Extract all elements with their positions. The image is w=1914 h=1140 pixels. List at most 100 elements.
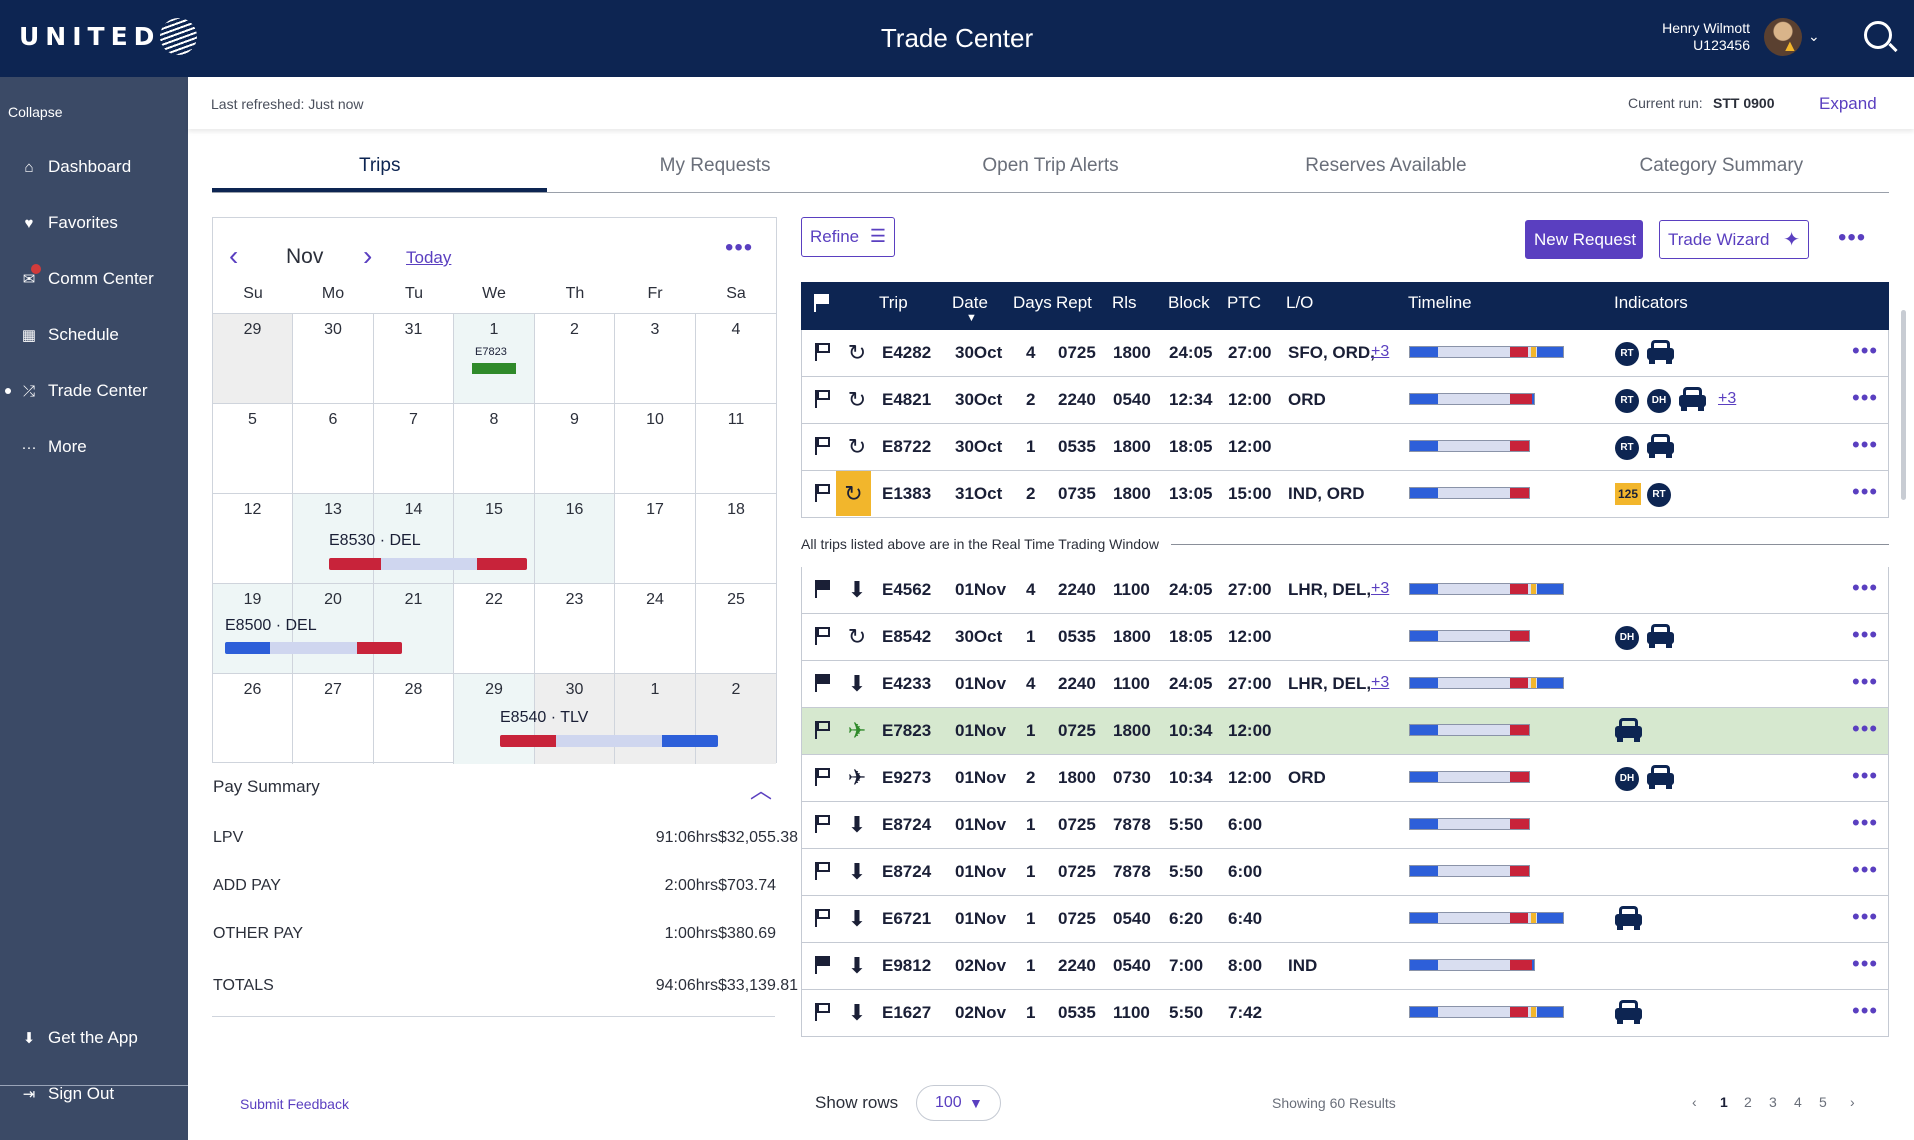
trade-wizard-button[interactable]: Trade Wizard ✦: [1659, 220, 1809, 259]
column-header-rept[interactable]: Rept: [1056, 293, 1092, 312]
flag-icon[interactable]: [814, 626, 832, 646]
trip-id[interactable]: E9812: [882, 956, 932, 975]
flag-icon[interactable]: [814, 579, 832, 599]
calendar-day[interactable]: 12: [213, 493, 293, 583]
table-row[interactable]: ✈ E9273 01Nov 2 1800 0730 10:34 12:00 ORD DH •••: [801, 755, 1889, 802]
flag-icon[interactable]: [814, 1002, 832, 1022]
calendar-day[interactable]: 29: [213, 313, 293, 403]
calendar-day[interactable]: 31: [374, 313, 454, 403]
calendar-day[interactable]: 8: [454, 403, 535, 493]
calendar-day[interactable]: 9: [535, 403, 615, 493]
calendar-day[interactable]: 30: [535, 673, 615, 764]
table-row[interactable]: ⬇ E8724 01Nov 1 0725 7878 5:50 6:00 •••: [801, 849, 1889, 896]
flag-icon[interactable]: [814, 342, 832, 362]
column-header-ptc[interactable]: PTC: [1227, 293, 1261, 312]
calendar-day[interactable]: 2: [696, 673, 776, 764]
flag-icon[interactable]: [814, 436, 832, 456]
sidebar-item-more[interactable]: ··· More: [0, 427, 188, 467]
calendar-day[interactable]: 20: [293, 583, 374, 673]
sidebar-item-comm-center[interactable]: ✉ Comm Center: [0, 259, 188, 299]
scrollbar[interactable]: [1901, 310, 1906, 500]
table-row[interactable]: ✈ E7823 01Nov 1 0725 1800 10:34 12:00 •••: [801, 708, 1889, 755]
trip-id[interactable]: E9273: [882, 768, 932, 787]
table-row[interactable]: ↻ E8542 30Oct 1 0535 1800 18:05 12:00 DH •••: [801, 614, 1889, 661]
calendar-day[interactable]: 1: [454, 313, 535, 403]
row-more-icon[interactable]: •••: [1852, 385, 1879, 410]
flag-icon[interactable]: [814, 955, 832, 975]
refine-button[interactable]: Refine ☰: [801, 217, 895, 257]
trip-id[interactable]: E8722: [882, 437, 932, 456]
calendar-day[interactable]: 23: [535, 583, 615, 673]
calendar-day[interactable]: 6: [293, 403, 374, 493]
flag-icon[interactable]: [814, 720, 832, 740]
submit-feedback-link[interactable]: Submit Feedback: [240, 1096, 349, 1112]
brand-logo[interactable]: UNITED: [19, 22, 161, 51]
row-more-icon[interactable]: •••: [1852, 479, 1879, 504]
indicators-more-link[interactable]: +3: [1718, 390, 1737, 407]
table-row[interactable]: ⬇ E8724 01Nov 1 0725 7878 5:50 6:00 •••: [801, 802, 1889, 849]
calendar-day[interactable]: 24: [615, 583, 696, 673]
row-more-icon[interactable]: •••: [1852, 432, 1879, 457]
calendar-day[interactable]: 2: [535, 313, 615, 403]
today-link[interactable]: Today: [406, 248, 452, 267]
page-link[interactable]: 4: [1794, 1094, 1802, 1110]
table-row[interactable]: ⬇ E4233 01Nov 4 2240 1100 24:05 27:00 LHR, DEL, +…: [801, 661, 1889, 708]
trip-id[interactable]: E4282: [882, 343, 932, 362]
calendar-event-bar[interactable]: [225, 642, 402, 654]
layover-more-link[interactable]: +3: [1371, 343, 1390, 360]
table-row[interactable]: ↻ E4282 30Oct 4 0725 1800 24:05 27:00 SFO, ORD, +…: [801, 330, 1889, 377]
row-more-icon[interactable]: •••: [1852, 622, 1879, 647]
trip-id[interactable]: E6721: [882, 909, 932, 928]
calendar-event-bar[interactable]: [472, 363, 516, 374]
chevron-right-icon[interactable]: ›: [363, 240, 373, 271]
table-row[interactable]: ↻ E4821 30Oct 2 2240 0540 12:34 12:00 ORD RT DH +3 •…: [801, 377, 1889, 424]
calendar-more-icon[interactable]: •••: [725, 234, 754, 261]
row-more-icon[interactable]: •••: [1852, 904, 1879, 929]
column-header-rls[interactable]: Rls: [1112, 293, 1137, 312]
toolbar-more-icon[interactable]: •••: [1838, 224, 1867, 251]
flag-icon[interactable]: [814, 483, 832, 503]
calendar-day[interactable]: 28: [374, 673, 454, 764]
column-header-block[interactable]: Block: [1168, 293, 1210, 312]
chevron-up-icon[interactable]: ︿: [750, 778, 773, 803]
tab-category-summary[interactable]: Category Summary: [1639, 155, 1804, 176]
sidebar-item-trade-center[interactable]: ⤮ Trade Center: [0, 371, 188, 411]
table-row[interactable]: ⬇ E9812 02Nov 1 2240 0540 7:00 8:00 IND •••: [801, 943, 1889, 990]
row-more-icon[interactable]: •••: [1852, 716, 1879, 741]
calendar-day[interactable]: 5: [213, 403, 293, 493]
calendar-day[interactable]: 17: [615, 493, 696, 583]
chevron-left-icon[interactable]: ‹: [1692, 1094, 1697, 1110]
flag-icon[interactable]: [814, 861, 832, 881]
flag-icon[interactable]: [814, 814, 832, 834]
row-more-icon[interactable]: •••: [1852, 338, 1879, 363]
tab-open-trip-alerts[interactable]: Open Trip Alerts: [982, 155, 1119, 176]
row-more-icon[interactable]: •••: [1852, 810, 1879, 835]
row-more-icon[interactable]: •••: [1852, 998, 1879, 1023]
new-request-button[interactable]: New Request: [1525, 220, 1643, 259]
calendar-day[interactable]: 22: [454, 583, 535, 673]
flag-icon[interactable]: [814, 389, 832, 409]
trip-id[interactable]: E1383: [882, 484, 932, 503]
expand-link[interactable]: Expand: [1819, 94, 1877, 113]
row-more-icon[interactable]: •••: [1852, 575, 1879, 600]
calendar-day[interactable]: 18: [696, 493, 776, 583]
tab-trips[interactable]: Trips: [212, 148, 548, 192]
tab-reserves-available[interactable]: Reserves Available: [1305, 155, 1467, 176]
trip-id[interactable]: E4233: [882, 674, 932, 693]
sign-out-link[interactable]: ⇥ Sign Out: [0, 1074, 188, 1114]
calendar-day[interactable]: 29: [454, 673, 535, 764]
calendar-day[interactable]: 10: [615, 403, 696, 493]
calendar-day[interactable]: 1: [615, 673, 696, 764]
calendar-day[interactable]: 3: [615, 313, 696, 403]
chevron-left-icon[interactable]: ‹: [229, 240, 239, 271]
sidebar-item-favorites[interactable]: ♥ Favorites: [0, 203, 188, 243]
layover-more-link[interactable]: +3: [1371, 580, 1390, 597]
trip-id[interactable]: E1627: [882, 1003, 932, 1022]
row-more-icon[interactable]: •••: [1852, 669, 1879, 694]
row-more-icon[interactable]: •••: [1852, 763, 1879, 788]
search-icon[interactable]: [1864, 21, 1892, 49]
calendar-day[interactable]: 11: [696, 403, 776, 493]
flag-icon[interactable]: [813, 293, 831, 313]
calendar-day[interactable]: 27: [293, 673, 374, 764]
calendar-day[interactable]: 21: [374, 583, 454, 673]
